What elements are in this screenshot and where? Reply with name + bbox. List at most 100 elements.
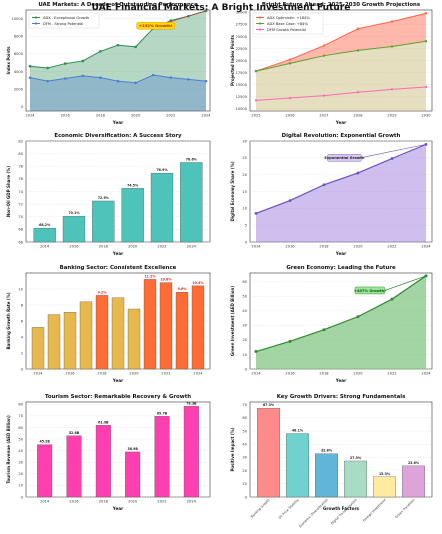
y-tick-label: 12500 [236, 95, 248, 99]
x-tick-label: 2016 [65, 372, 75, 376]
data-label: 15.3% [379, 472, 391, 476]
x-tick-label: 2014 [25, 114, 35, 118]
y-tick-label: 20 [242, 338, 247, 342]
data-label: 67.3% [263, 403, 275, 407]
x-tick-label: Economic Diversification [298, 498, 329, 529]
x-tick-label: 2014 [40, 500, 50, 504]
legend: ADX Optimistic: +184% ADX Base Case: +84%… [252, 12, 324, 35]
bar [121, 188, 144, 243]
x-axis-label: Year [112, 506, 124, 511]
y-tick-label: 60 [18, 426, 23, 430]
x-tick-label: 2016 [285, 372, 295, 376]
data-point [390, 157, 394, 160]
x-axis-label: Year [112, 120, 124, 125]
x-tick-label: 2016 [61, 114, 71, 118]
y-tick-label: 72 [18, 202, 23, 206]
data-label: 45.2B [40, 440, 51, 444]
legend-marker [258, 28, 262, 31]
bar [191, 285, 205, 370]
x-tick-label: 2020 [353, 245, 363, 249]
data-label: 38.9B [128, 447, 139, 451]
bar [175, 292, 189, 370]
y-tick-label: 76 [18, 177, 23, 181]
y-tick-label: 22500 [236, 47, 248, 51]
series-area [256, 13, 426, 72]
chart-title: Green Economy: Leading the Future [286, 265, 396, 271]
y-tick-label: 10000 [12, 17, 24, 21]
data-point [81, 59, 85, 63]
y-tick-label: 0 [21, 495, 24, 499]
chart-title: Economic Diversification: A Success Stor… [54, 133, 182, 139]
legend-entry: ADX Optimistic: +184% [267, 16, 310, 20]
data-point [99, 49, 102, 53]
data-label: 32.8% [321, 449, 333, 453]
annotation-text: +152% Growth! [139, 23, 173, 28]
data-label: 78.3B [186, 401, 197, 405]
data-point [151, 73, 155, 77]
data-point [424, 85, 428, 89]
y-tick-label: 60 [242, 280, 247, 284]
data-label: 61.9B [98, 420, 109, 424]
data-label: 10.8% [160, 278, 172, 282]
y-tick-label: 30 [242, 324, 247, 328]
bar [257, 408, 280, 498]
x-axis-label: Year [112, 378, 124, 383]
x-tick-label: 2014 [251, 245, 261, 249]
y-tick-label: 40 [242, 443, 247, 447]
chart-panel-5: Banking Sector: Consistent Excellence 0 2 4… [6, 265, 211, 383]
y-tick-label: 70 [242, 403, 247, 407]
bar [154, 416, 170, 498]
data-point [390, 45, 394, 48]
data-point [424, 12, 428, 15]
y-tick-label: 4 [21, 335, 24, 339]
data-point [322, 328, 326, 332]
data-point [134, 45, 137, 49]
y-tick-label: 82 [18, 139, 23, 143]
y-tick-label: 25000 [236, 35, 248, 39]
y-tick-label: 25 [242, 156, 247, 160]
bar [31, 327, 45, 370]
data-point [390, 297, 394, 301]
series-line [255, 143, 427, 214]
y-tick-label: 80 [18, 152, 23, 156]
bar [286, 433, 309, 498]
data-point [169, 76, 173, 79]
data-point [322, 44, 326, 47]
y-tick-label: 8000 [14, 35, 24, 39]
x-axis-label: Year [112, 251, 124, 256]
y-axis-label: Banking Growth Rate (%) [6, 292, 11, 349]
data-point [254, 99, 258, 102]
x-tick-label: 2029 [387, 114, 397, 118]
y-axis-label: Green Investment (AED Billion) [230, 286, 235, 356]
data-label: 9.6% [178, 287, 188, 291]
x-tick-label: 2030 [421, 114, 431, 118]
data-point [288, 96, 292, 100]
x-tick-label: 2022 [157, 500, 166, 504]
annotation-box [327, 154, 362, 162]
x-tick-label: 2020 [131, 114, 141, 118]
y-tick-label: 60 [242, 416, 247, 420]
x-tick-label: 2018 [96, 114, 106, 118]
bar [402, 465, 425, 498]
bar [95, 425, 111, 498]
chart-title: UAE Markets: A Decade of Outstanding Per… [38, 2, 198, 8]
chart-title: Tourism Sector: Remarkable Recovery & Gr… [45, 394, 191, 400]
bar [127, 308, 141, 370]
x-tick-label: 2022 [157, 245, 166, 249]
bar [92, 200, 115, 243]
series-area [30, 10, 206, 112]
bar [143, 279, 157, 370]
y-tick-label: 4000 [14, 70, 24, 74]
data-point [322, 183, 326, 187]
data-point [204, 79, 208, 83]
legend-entry: ADX - Exceptional Growth [43, 16, 89, 20]
data-point [28, 76, 32, 79]
bar [63, 312, 77, 370]
bar [37, 444, 53, 498]
bar [159, 282, 173, 370]
series-area [256, 41, 426, 112]
series-line [255, 40, 427, 72]
bar [33, 227, 56, 243]
legend-box [28, 12, 100, 29]
data-point [322, 54, 326, 57]
